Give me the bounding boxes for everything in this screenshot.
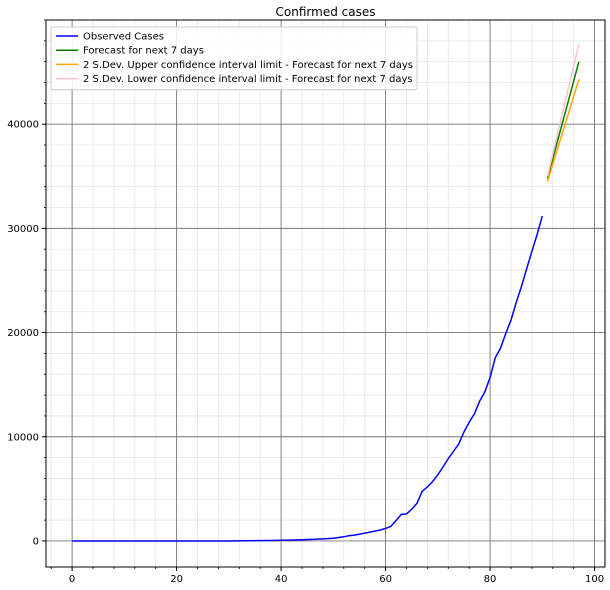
- x-tick-label: 20: [170, 574, 183, 585]
- y-tick-label: 40000: [7, 120, 39, 131]
- legend-label-1: Observed Cases: [83, 32, 164, 43]
- legend-label-2: Forecast for next 7 days: [83, 46, 204, 57]
- y-tick-label: 10000: [7, 432, 39, 443]
- series-line-3: [546, 79, 580, 182]
- legend-box: [50, 26, 418, 91]
- axis-ticks: 0 20 40 60 80 100 0 10000 20000 30000 40000: [7, 19, 604, 585]
- plot-frame: [45, 19, 606, 568]
- x-tick-label: 60: [379, 574, 392, 585]
- y-tick-label: 30000: [7, 224, 39, 235]
- series-lines: [72, 43, 580, 542]
- x-tick-label: 80: [484, 574, 497, 585]
- x-tick-label: 0: [69, 574, 75, 585]
- legend-label-4: 2 S.Dev. Lower confidence interval limit…: [83, 74, 413, 85]
- y-tick-label: 0: [33, 536, 39, 547]
- series-line-2: [546, 61, 580, 179]
- major-grid: [46, 20, 605, 567]
- series-line-4: [546, 43, 580, 177]
- legend: Observed Cases Forecast for next 7 days 2 …: [50, 26, 418, 91]
- x-tick-label: 100: [585, 574, 604, 585]
- series-line-1: [72, 215, 544, 542]
- chart-title: Confirmed cases: [276, 5, 376, 19]
- legend-label-3: 2 S.Dev. Upper confidence interval limit…: [83, 60, 413, 71]
- y-tick-label: 20000: [7, 328, 39, 339]
- x-tick-label: 40: [275, 574, 288, 585]
